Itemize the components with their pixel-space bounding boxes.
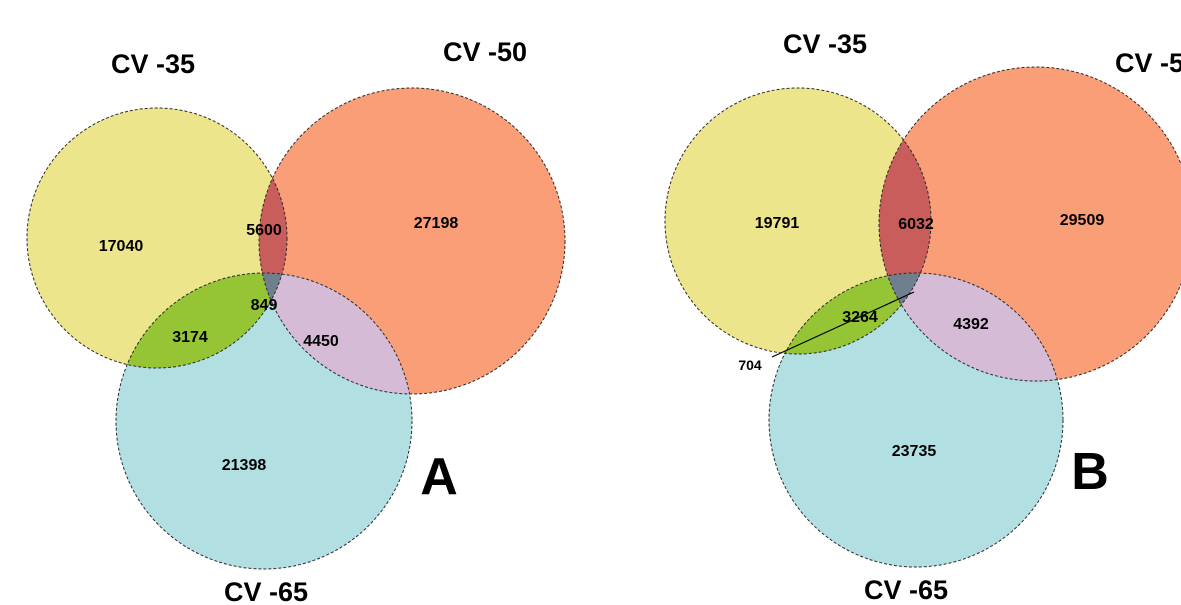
venn-panel-a: CV -35 CV -50 CV -65 17040 27198 21398 5… bbox=[26, 37, 566, 605]
intersection-cv35-cv65 bbox=[116, 273, 287, 368]
panel-letter: B bbox=[1071, 443, 1109, 501]
set-label-cv65: CV -65 bbox=[224, 577, 308, 605]
panel-letter: A bbox=[420, 448, 458, 506]
region-fills bbox=[665, 67, 1181, 567]
count-cv35-cv50: 6032 bbox=[898, 216, 934, 233]
callout-leader-line bbox=[771, 291, 915, 358]
intersection-cv50-cv65 bbox=[259, 273, 412, 394]
set-label-cv65: CV -65 bbox=[864, 575, 948, 605]
count-cv35-cv65: 3174 bbox=[172, 329, 208, 346]
set-outlines bbox=[26, 87, 566, 570]
count-only-cv35: 19791 bbox=[755, 215, 800, 232]
count-cv50-cv65: 4392 bbox=[953, 316, 989, 333]
count-only-cv50: 29509 bbox=[1060, 212, 1105, 229]
count-cv50-cv65: 4450 bbox=[303, 333, 339, 350]
set-label-cv50: CV -50 bbox=[1115, 48, 1181, 78]
region-fills bbox=[27, 88, 565, 569]
venn-panel-b: CV -35 CV -50 CV -65 19791 29509 23735 6… bbox=[664, 29, 1181, 605]
set-outlines bbox=[664, 66, 1181, 568]
count-only-cv50: 27198 bbox=[414, 215, 459, 232]
count-cv35-cv50: 5600 bbox=[246, 222, 282, 239]
intersection-cv50-cv65 bbox=[879, 273, 1063, 381]
count-all-three: 704 bbox=[738, 357, 762, 373]
count-only-cv35: 17040 bbox=[99, 238, 144, 255]
count-only-cv65: 21398 bbox=[222, 457, 267, 474]
count-only-cv65: 23735 bbox=[892, 443, 937, 460]
set-label-cv50: CV -50 bbox=[443, 37, 527, 67]
count-all-three: 849 bbox=[251, 297, 278, 314]
set-label-cv35: CV -35 bbox=[111, 49, 195, 79]
set-label-cv35: CV -35 bbox=[783, 29, 867, 59]
